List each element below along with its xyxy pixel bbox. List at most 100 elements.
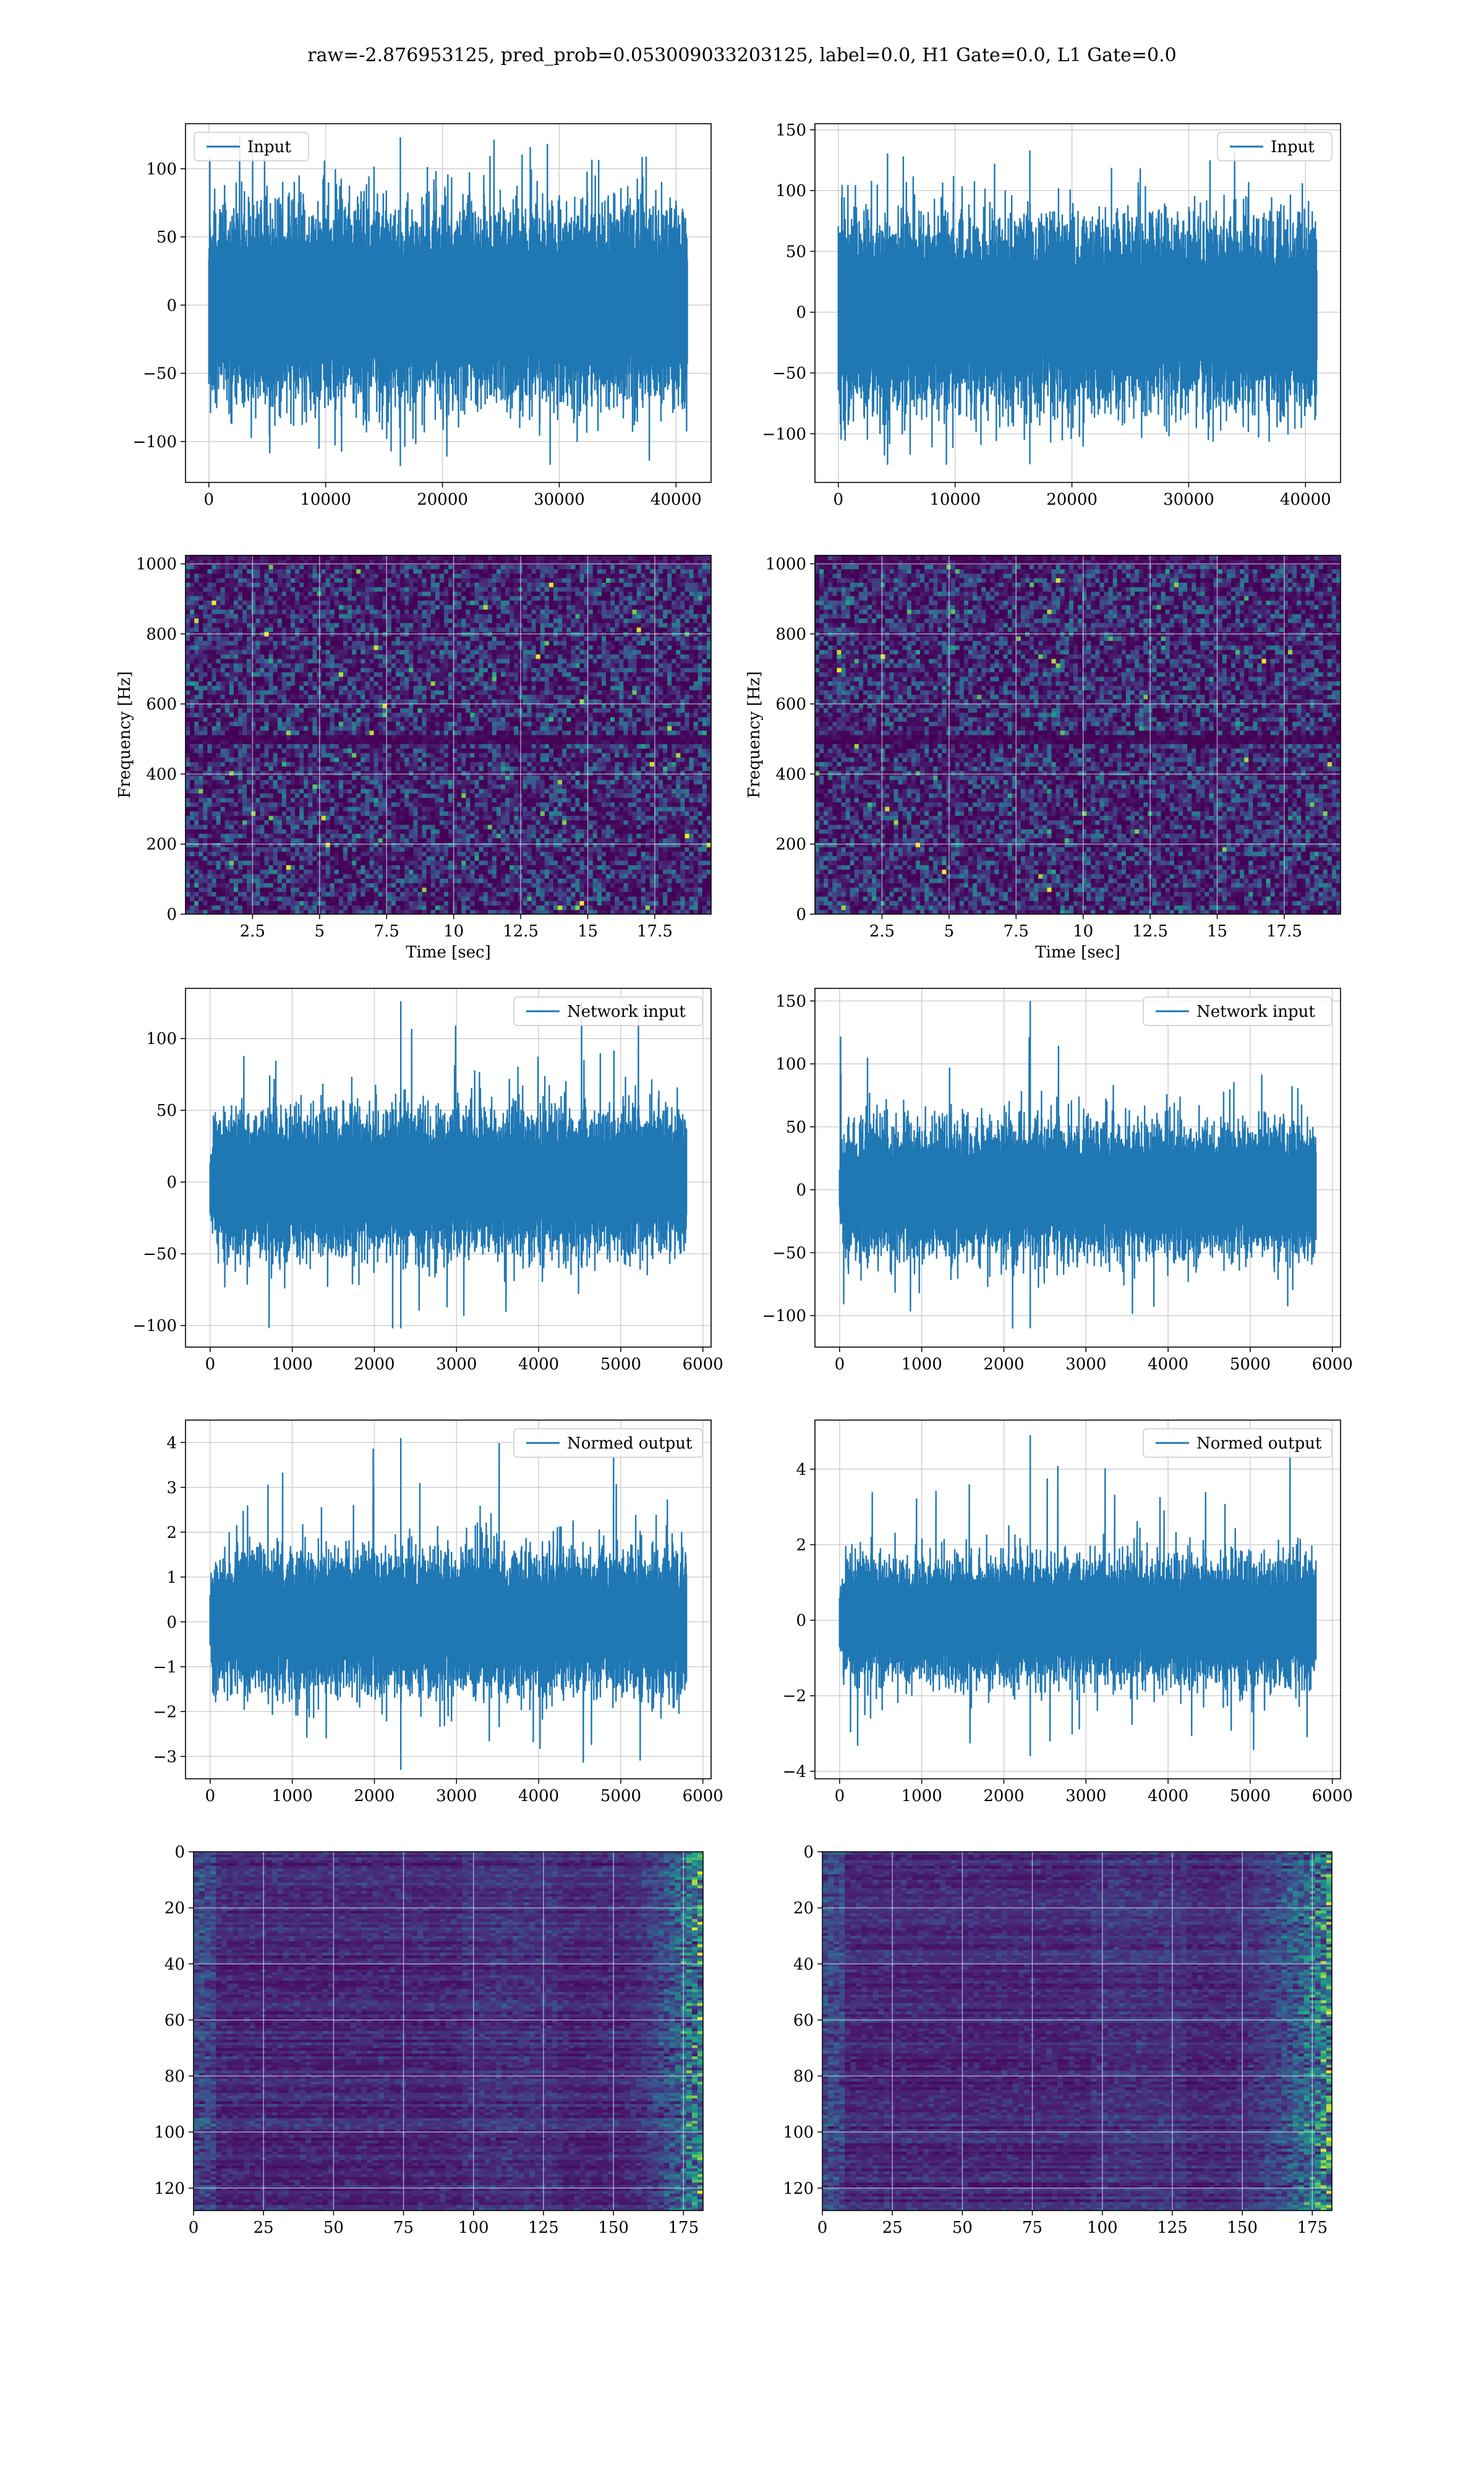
- heatmap-cell: [194, 891, 199, 897]
- heatmap-cell: [348, 896, 352, 901]
- heatmap-cell: [422, 640, 427, 646]
- heatmap-cell: [203, 905, 208, 910]
- heatmap-cell: [273, 901, 278, 906]
- heatmap-cell: [242, 743, 247, 749]
- heatmap-cell: [386, 717, 392, 722]
- heatmap-cell: [430, 807, 436, 811]
- heatmap-cell: [338, 596, 344, 601]
- heatmap-cell: [198, 820, 203, 825]
- heatmap-cell: [430, 614, 436, 619]
- heatmap-cell: [413, 609, 419, 614]
- heatmap-cell: [343, 878, 348, 883]
- heatmap-cell: [321, 784, 326, 789]
- heatmap-cell: [304, 860, 309, 865]
- heatmap-cell: [220, 622, 226, 628]
- heatmap-cell: [238, 582, 243, 588]
- heatmap-cell: [330, 784, 335, 789]
- heatmap-cell: [352, 779, 357, 785]
- heatmap-cell: [260, 645, 265, 650]
- heatmap-cell: [190, 721, 195, 727]
- heatmap-cell: [435, 761, 440, 767]
- heatmap-cell: [268, 564, 274, 570]
- heatmap-cell: [233, 815, 239, 821]
- heatmap-cell: [404, 681, 409, 686]
- heatmap-cell: [286, 883, 291, 888]
- heatmap-cell: [365, 694, 370, 700]
- heatmap-cell: [435, 555, 440, 560]
- heatmap-cell: [360, 663, 366, 668]
- heatmap-cell: [382, 784, 388, 789]
- heatmap-cell: [268, 604, 274, 610]
- heatmap-cell: [334, 807, 339, 811]
- heatmap-cell: [330, 909, 335, 914]
- heatmap-cell: [435, 586, 440, 592]
- heatmap-cell: [386, 855, 392, 861]
- heatmap-cell: [356, 560, 361, 565]
- heatmap-cell: [304, 789, 309, 794]
- heatmap-cell: [229, 618, 234, 623]
- heatmap-cell: [453, 883, 458, 888]
- heatmap-cell: [277, 573, 283, 578]
- heatmap-cell: [190, 847, 195, 852]
- heatmap-cell: [352, 627, 357, 632]
- heatmap-cell: [264, 869, 270, 875]
- heatmap-cell: [264, 905, 270, 910]
- heatmap-cell: [186, 873, 190, 879]
- heatmap-cell: [396, 757, 401, 763]
- heatmap-cell: [382, 753, 388, 758]
- heatmap-cell: [413, 622, 419, 628]
- heatmap-cell: [396, 604, 401, 610]
- heatmap-cell: [238, 779, 243, 785]
- heatmap-cell: [443, 748, 449, 753]
- heatmap-cell: [417, 815, 423, 821]
- heatmap-cell: [273, 905, 278, 910]
- heatmap-cell: [255, 860, 261, 865]
- heatmap-cell: [238, 883, 243, 888]
- heatmap-cell: [330, 708, 335, 713]
- heatmap-cell: [308, 676, 313, 682]
- heatmap-cell: [417, 676, 423, 682]
- heatmap-cell: [386, 636, 392, 641]
- heatmap-cell: [268, 735, 274, 740]
- heatmap-cell: [273, 797, 278, 803]
- heatmap-cell: [238, 797, 243, 803]
- heatmap-cell: [422, 699, 427, 704]
- heatmap-cell: [417, 721, 423, 727]
- heatmap-cell: [186, 690, 190, 695]
- heatmap-cell: [255, 658, 261, 664]
- heatmap-cell: [404, 837, 409, 843]
- heatmap-cell: [391, 672, 396, 677]
- heatmap-cell: [211, 789, 217, 794]
- heatmap-cell: [224, 649, 230, 655]
- heatmap-cell: [308, 784, 313, 789]
- heatmap-cell: [255, 833, 261, 839]
- heatmap-cell: [273, 685, 278, 691]
- heatmap-cell: [391, 851, 396, 857]
- heatmap-cell: [198, 578, 203, 583]
- heatmap-cell: [443, 560, 449, 565]
- heatmap-cell: [273, 555, 278, 560]
- heatmap-cell: [343, 649, 348, 655]
- heatmap-cell: [448, 784, 453, 789]
- heatmap-cell: [312, 555, 318, 560]
- heatmap-cell: [291, 596, 296, 601]
- heatmap-cell: [220, 721, 226, 727]
- series-line: [208, 137, 688, 466]
- heatmap-cell: [348, 761, 352, 767]
- heatmap-cell: [281, 681, 287, 686]
- heatmap-cell: [299, 837, 304, 843]
- heatmap-cell: [216, 837, 221, 843]
- heatmap-cell: [343, 564, 348, 570]
- heatmap-cell: [321, 896, 326, 901]
- heatmap-cell: [373, 748, 379, 753]
- heatmap-cell: [325, 775, 331, 781]
- heatmap-cell: [281, 712, 287, 717]
- heatmap-cell: [286, 654, 291, 659]
- heatmap-cell: [211, 784, 217, 789]
- heatmap-cell: [422, 789, 427, 794]
- heatmap-cell: [299, 681, 304, 686]
- heatmap-cell: [247, 582, 252, 588]
- heatmap-cell: [396, 712, 401, 717]
- heatmap-cell: [260, 676, 265, 682]
- heatmap-cell: [352, 622, 357, 628]
